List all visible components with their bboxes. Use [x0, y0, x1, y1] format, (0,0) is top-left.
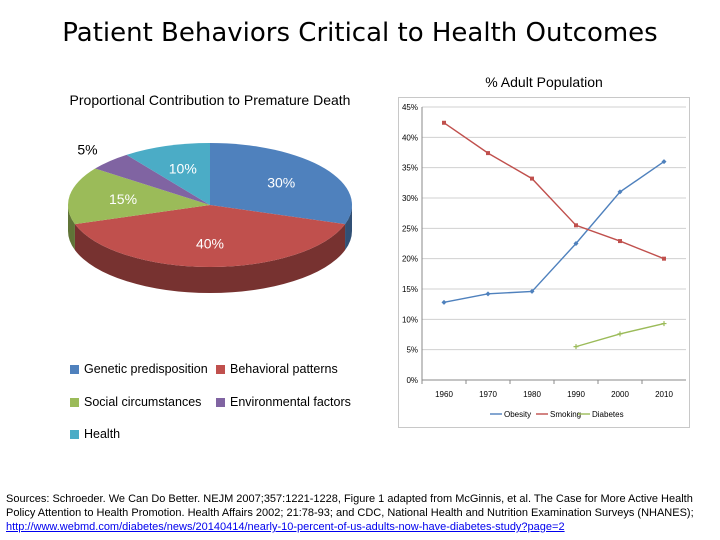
series-line-smoking [443, 122, 665, 260]
legend-item-behavioral: Behavioral patterns [216, 362, 338, 376]
legend-label-smoking: Smoking [550, 410, 581, 419]
pie-data-label-4: 10% [169, 160, 197, 176]
point-smoking [662, 256, 666, 261]
pie-slice-2 [67, 168, 210, 225]
line-chart-frame [398, 97, 690, 428]
x-tick-label: 1980 [523, 390, 541, 399]
pie-slice-1 [74, 205, 346, 267]
point-obesity [529, 288, 535, 294]
point-smoking [574, 223, 578, 228]
y-tick-label: 45% [402, 103, 418, 112]
legend-item-social: Social circumstances [70, 395, 201, 409]
y-tick-label: 10% [402, 315, 418, 324]
legend-label: Health [84, 427, 121, 441]
pie-data-label-0: 30% [267, 174, 295, 190]
legend-label: Behavioral patterns [230, 362, 338, 376]
x-tick-label: 2010 [655, 390, 673, 399]
legend-label: Genetic predisposition [84, 362, 208, 376]
legend-swatch [70, 364, 79, 374]
pie-slice-4 [126, 143, 210, 205]
pie-slice-0 [210, 143, 352, 225]
sources-link[interactable]: http://www.webmd.com/diabetes/news/20140… [6, 521, 565, 533]
sources-citation: Sources: Schroeder. We Can Do Better. NE… [6, 493, 694, 519]
point-diabetes [617, 331, 623, 337]
y-tick-label: 30% [402, 194, 418, 203]
legend-label-diabetes: Diabetes [592, 410, 624, 419]
y-tick-label: 0% [406, 376, 418, 385]
y-tick-label: 25% [402, 224, 418, 233]
point-smoking [618, 239, 622, 244]
line-chart-title: % Adult Population [485, 74, 603, 90]
pie-side-1 [74, 224, 346, 293]
legend-swatch [216, 364, 225, 374]
legend-swatch [70, 397, 79, 407]
point-obesity [441, 299, 447, 305]
x-tick-label: 1990 [567, 390, 585, 399]
legend-item-environmental: Environmental factors [216, 395, 351, 409]
y-tick-label: 40% [402, 133, 418, 142]
legend-item-genetic: Genetic predisposition [70, 362, 208, 376]
point-diabetes [661, 321, 667, 327]
line-chart: 0% 5% 10% 15% 20% 25% 30% 35% 40% 45% 1960 1970 1980… [402, 103, 686, 419]
point-obesity [485, 291, 491, 297]
sources-text: Sources: Schroeder. We Can Do Better. NE… [6, 492, 714, 534]
x-tick-label: 2000 [611, 390, 629, 399]
point-obesity [573, 241, 579, 246]
pie-side-0 [345, 205, 352, 251]
legend-label: Environmental factors [230, 395, 351, 409]
x-tick-label: 1960 [435, 390, 453, 399]
pie-data-label-2: 15% [109, 191, 137, 207]
point-obesity [661, 159, 667, 165]
pie-side-2 [68, 205, 75, 251]
slide-title: Patient Behaviors Critical to Health Out… [62, 18, 658, 48]
y-tick-label: 15% [402, 285, 418, 294]
point-smoking [442, 120, 446, 125]
pie-chart-title: Proportional Contribution to Premature D… [69, 92, 351, 108]
y-tick-label: 5% [406, 346, 418, 355]
series-line-obesity [443, 161, 665, 304]
legend-label: Social circumstances [84, 395, 202, 409]
point-smoking [486, 151, 490, 156]
point-smoking [530, 176, 534, 181]
legend-swatch [216, 397, 225, 407]
legend-label-obesity: Obesity [504, 410, 531, 419]
y-tick-label: 35% [402, 164, 418, 173]
legend-swatch [70, 429, 79, 439]
pie-data-label-1: 40% [196, 235, 224, 251]
pie-chart: 30% 40% 15% 5% 10% [67, 141, 352, 293]
point-obesity [617, 189, 623, 195]
x-tick-label: 1970 [479, 390, 497, 399]
point-diabetes [573, 344, 579, 350]
y-tick-label: 20% [402, 255, 418, 264]
pie-data-label-3: 5% [77, 141, 97, 157]
pie-slice-3 [95, 154, 210, 205]
legend-item-health: Health [70, 427, 120, 441]
